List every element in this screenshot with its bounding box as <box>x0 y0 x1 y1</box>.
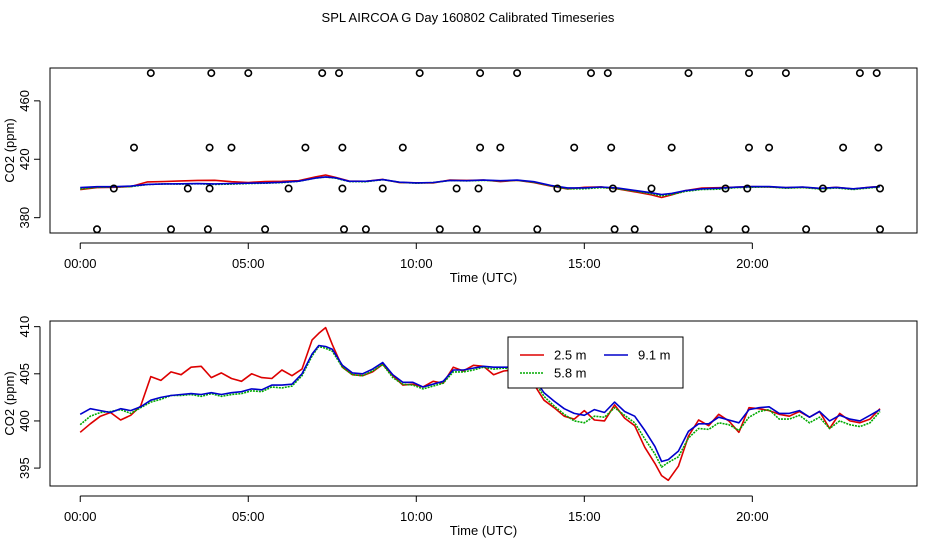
top-panel: 00:00 05:00 10:00 15:00 20:00 Time (UTC) 380 42… <box>2 67 918 285</box>
y-axis-label: CO2 (ppm) <box>2 371 17 435</box>
calibration-point <box>244 69 253 78</box>
calibration-point <box>207 69 216 78</box>
calibration-point <box>610 225 619 234</box>
calibration-point <box>284 184 293 193</box>
y-tick-label: 410 <box>17 316 32 338</box>
series-line-9-1-m <box>80 176 881 196</box>
calibration-point <box>93 225 102 234</box>
calibration-point <box>872 69 881 78</box>
calibration-point <box>744 143 753 152</box>
calibration-point <box>818 184 827 193</box>
calibration-point <box>167 225 176 234</box>
calibration-point <box>875 184 884 193</box>
x-tick-label: 20:00 <box>736 509 769 524</box>
calibration-point <box>513 69 522 78</box>
x-tick-label: 05:00 <box>232 256 265 271</box>
calibration-point <box>839 143 848 152</box>
y-tick-label: 395 <box>17 457 32 479</box>
x-tick-label: 00:00 <box>64 256 97 271</box>
calibration-point <box>338 184 347 193</box>
calibration-point <box>667 143 676 152</box>
calibration-point <box>338 143 347 152</box>
calibration-point <box>721 184 730 193</box>
calibration-point <box>553 184 562 193</box>
y-tick-label: 400 <box>17 410 32 432</box>
plot-frame <box>49 320 918 487</box>
calibration-point <box>339 225 348 234</box>
x-tick-label: 15:00 <box>568 256 601 271</box>
calibration-point <box>227 143 236 152</box>
calibration-point <box>603 69 612 78</box>
legend-label: 5.8 m <box>554 366 587 381</box>
calibration-point <box>334 69 343 78</box>
calibration-point <box>476 143 485 152</box>
calibration-point <box>765 143 774 152</box>
calibration-point <box>378 184 387 193</box>
calibration-point <box>630 225 639 234</box>
y-tick-label: 380 <box>17 207 32 229</box>
calibration-point <box>109 184 118 193</box>
calibration-point <box>684 69 693 78</box>
calibration-point <box>474 184 483 193</box>
calibration-point <box>415 69 424 78</box>
calibration-point <box>781 69 790 78</box>
calibration-point <box>130 143 139 152</box>
y-tick-label: 420 <box>17 148 32 170</box>
calibration-point <box>744 69 753 78</box>
calibration-point <box>398 143 407 152</box>
x-axis-label: Time (UTC) <box>450 270 517 285</box>
bottom-panel: 00:00 05:00 10:00 15:00 20:00 Time (UTC) 395 40… <box>2 316 918 538</box>
x-tick-label: 10:00 <box>400 256 433 271</box>
legend-box <box>507 336 684 389</box>
calibration-point <box>452 184 461 193</box>
calibration-point <box>741 225 750 234</box>
calibration-point <box>704 225 713 234</box>
figure-title: SPL AIRCOA G Day 160802 Calibrated Times… <box>322 10 615 25</box>
calibration-point <box>608 184 617 193</box>
x-tick-label: 00:00 <box>64 509 97 524</box>
calibration-point <box>802 225 811 234</box>
x-tick-label: 15:00 <box>568 509 601 524</box>
calibration-point <box>586 69 595 78</box>
series-line-5-8-m <box>79 345 881 468</box>
legend-label: 2.5 m <box>554 348 587 363</box>
calibration-point <box>570 143 579 152</box>
calibration-point <box>205 184 214 193</box>
x-tick-label: 05:00 <box>232 509 265 524</box>
calibration-point <box>855 69 864 78</box>
calibration-point <box>203 225 212 234</box>
calibration-point <box>301 143 310 152</box>
series-line-9-1-m <box>79 344 881 463</box>
calibration-point <box>496 143 505 152</box>
legend: 2.5 m 9.1 m 5.8 m <box>507 336 684 389</box>
calibration-point <box>476 69 485 78</box>
calibration-point <box>205 143 214 152</box>
x-tick-label: 10:00 <box>400 509 433 524</box>
y-axis-label: CO2 (ppm) <box>2 118 17 182</box>
legend-label: 9.1 m <box>638 348 671 363</box>
calibration-point <box>318 69 327 78</box>
calibration-point <box>435 225 444 234</box>
y-tick-label: 460 <box>17 90 32 112</box>
calibration-point <box>875 225 884 234</box>
x-tick-label: 20:00 <box>736 256 769 271</box>
calibration-point <box>261 225 270 234</box>
calibration-point <box>743 184 752 193</box>
x-axis-label: Time (UTC) <box>450 523 517 538</box>
y-tick-label: 405 <box>17 363 32 385</box>
calibration-point <box>647 184 656 193</box>
calibration-point <box>874 143 883 152</box>
calibration-point <box>533 225 542 234</box>
calibration-point <box>183 184 192 193</box>
calibration-point <box>146 69 155 78</box>
plot-frame <box>49 67 918 234</box>
calibration-point <box>607 143 616 152</box>
calibration-point <box>472 225 481 234</box>
series-line-2-5-m <box>79 326 881 482</box>
calibration-point <box>361 225 370 234</box>
